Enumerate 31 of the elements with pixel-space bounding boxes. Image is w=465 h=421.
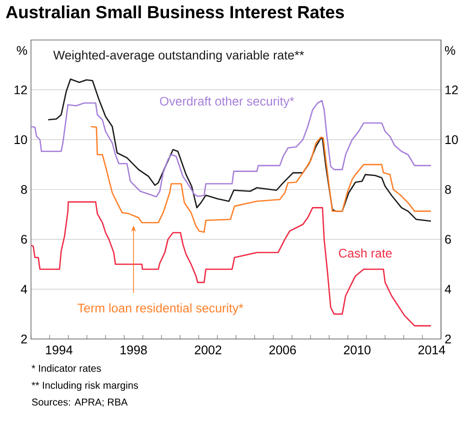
y2-tick-label: 4 xyxy=(444,284,452,294)
y-tick-label: 10 xyxy=(14,135,27,144)
x-tick-label: 1994 xyxy=(46,346,72,354)
y2-tick-label: 2 xyxy=(445,334,451,344)
y-axis-title: % xyxy=(16,46,28,55)
x-tick-label: 2014 xyxy=(418,346,446,354)
line-series xyxy=(48,78,432,222)
x-tick-label: 2002 xyxy=(194,346,222,354)
y2-tick-label: 8 xyxy=(445,185,451,194)
source-note: Sources: APRA; RBA xyxy=(32,398,128,407)
series-label: Cash rate xyxy=(338,248,392,258)
x-tick-label: 2006 xyxy=(269,346,296,354)
text: Term loan residential security* xyxy=(78,303,244,315)
y2-axis-title: % xyxy=(444,46,456,55)
y-tick-label: 8 xyxy=(21,185,27,194)
series-label: Weighted-average outstanding variable rate** xyxy=(53,50,304,62)
chart-title: Australian Small Business Interest Rates xyxy=(6,6,344,18)
y-tick-label: 2 xyxy=(21,334,27,344)
x-tick-label: 1998 xyxy=(120,346,147,354)
y-tick-label: 4 xyxy=(20,284,28,294)
line-series xyxy=(90,126,432,233)
text: * Indicator rates xyxy=(32,364,101,372)
x-tick-label: 2010 xyxy=(344,346,371,354)
series-label: Overdraft other security* xyxy=(160,96,294,108)
text: ** Including risk margins xyxy=(32,382,138,391)
y2-tick-label: 12 xyxy=(445,85,458,94)
line-series xyxy=(30,201,432,326)
y2-tick-label: 10 xyxy=(445,135,458,144)
y-tick-label: 6 xyxy=(21,234,27,244)
y-tick-label: 12 xyxy=(14,85,27,94)
y2-tick-label: 6 xyxy=(445,234,451,244)
